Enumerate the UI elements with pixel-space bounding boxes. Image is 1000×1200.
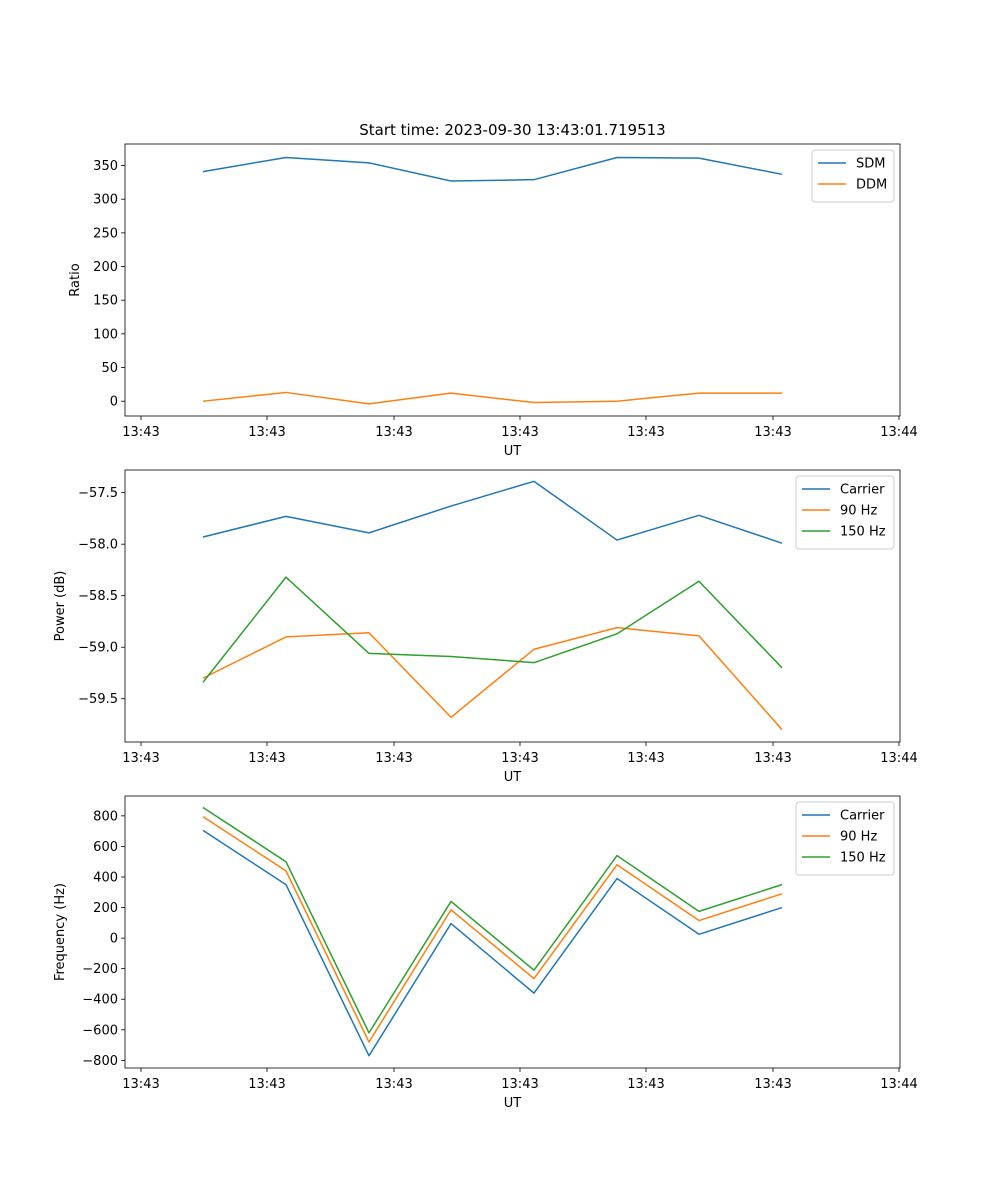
chart-panel-1: 13:43 13:43 13:43 13:43 13:43 13:43 13:44 0 50 10… bbox=[68, 121, 918, 459]
x-tick-label: 13:43 bbox=[501, 751, 538, 766]
y-tick-label: 800 bbox=[93, 809, 118, 824]
x-axis-label: UT bbox=[504, 1096, 522, 1111]
series-line-carrier bbox=[202, 480, 783, 544]
legend: Carrier 90 Hz 150 Hz bbox=[795, 801, 895, 876]
legend: SDM DDM bbox=[811, 149, 895, 203]
legend-label: 90 Hz bbox=[840, 504, 877, 519]
y-tick-label: 200 bbox=[93, 901, 118, 916]
x-tick-label: 13:44 bbox=[880, 1077, 917, 1092]
y-tick-label: −800 bbox=[82, 1054, 118, 1069]
y-axis-label: Ratio bbox=[68, 263, 83, 296]
x-tick-label: 13:43 bbox=[501, 425, 538, 440]
y-tick-label: −57.5 bbox=[78, 486, 118, 501]
x-tick-label: 13:43 bbox=[627, 425, 664, 440]
x-tick-label: 13:43 bbox=[501, 1077, 538, 1092]
y-axis-label: Power (dB) bbox=[53, 571, 68, 642]
legend-label: Carrier bbox=[840, 809, 885, 824]
y-tick-label: −600 bbox=[82, 1023, 118, 1038]
series-line-ddm bbox=[202, 391, 782, 405]
x-tick-label: 13:43 bbox=[122, 751, 159, 766]
y-tick-label: −58.5 bbox=[78, 589, 118, 604]
y-tick-label: 100 bbox=[93, 327, 118, 342]
chart-panel-3: 13:43 13:43 13:43 13:43 13:43 13:43 13:44 −800 −… bbox=[53, 795, 918, 1111]
x-tick-label: 13:44 bbox=[880, 425, 917, 440]
y-tick-label: −400 bbox=[82, 993, 118, 1008]
y-tick-label: 0 bbox=[110, 932, 118, 947]
axes-frame bbox=[124, 143, 901, 417]
y-tick-label: −200 bbox=[82, 962, 118, 977]
series-line-90-hz bbox=[202, 626, 783, 731]
y-tick-label: 250 bbox=[93, 226, 118, 241]
y-tick-label: 150 bbox=[93, 294, 118, 309]
y-tick-label: 400 bbox=[93, 870, 118, 885]
x-tick-label: 13:43 bbox=[627, 751, 664, 766]
x-axis-label: UT bbox=[504, 444, 522, 459]
x-tick-label: 13:43 bbox=[248, 1077, 285, 1092]
x-tick-label: 13:43 bbox=[248, 751, 285, 766]
y-tick-label: 600 bbox=[93, 840, 118, 855]
axes-frame bbox=[124, 469, 901, 743]
y-tick-label: −58.0 bbox=[78, 538, 118, 553]
x-tick-label: 13:43 bbox=[122, 1077, 159, 1092]
series-line-150-hz bbox=[202, 576, 783, 683]
y-tick-label: 50 bbox=[101, 361, 118, 376]
y-tick-label: 350 bbox=[93, 159, 118, 174]
x-tick-label: 13:43 bbox=[627, 1077, 664, 1092]
series-line-150-hz bbox=[202, 806, 783, 1034]
legend-label: 150 Hz bbox=[840, 525, 886, 540]
y-tick-label: −59.5 bbox=[78, 692, 118, 707]
x-axis-label: UT bbox=[504, 770, 522, 785]
legend-label: SDM bbox=[856, 157, 885, 172]
chart-panel-2: 13:43 13:43 13:43 13:43 13:43 13:43 13:44 −59.5… bbox=[53, 469, 918, 785]
legend-label: Carrier bbox=[840, 483, 885, 498]
x-tick-label: 13:43 bbox=[375, 751, 412, 766]
y-tick-label: 200 bbox=[93, 260, 118, 275]
x-tick-label: 13:43 bbox=[754, 751, 791, 766]
series-line-carrier bbox=[202, 829, 783, 1057]
legend-label: DDM bbox=[856, 178, 887, 193]
y-tick-label: 300 bbox=[93, 193, 118, 208]
y-tick-label: −59.0 bbox=[78, 641, 118, 656]
x-tick-label: 13:43 bbox=[122, 425, 159, 440]
x-tick-label: 13:43 bbox=[248, 425, 285, 440]
chart-title: Start time: 2023-09-30 13:43:01.719513 bbox=[359, 121, 665, 139]
axes-frame bbox=[124, 795, 901, 1069]
y-tick-label: 0 bbox=[110, 395, 118, 410]
x-tick-label: 13:43 bbox=[754, 425, 791, 440]
x-tick-label: 13:44 bbox=[880, 751, 917, 766]
x-tick-label: 13:43 bbox=[375, 425, 412, 440]
legend: Carrier 90 Hz 150 Hz bbox=[795, 475, 895, 550]
x-tick-label: 13:43 bbox=[375, 1077, 412, 1092]
y-axis-label: Frequency (Hz) bbox=[53, 883, 68, 981]
series-line-90-hz bbox=[202, 816, 783, 1043]
series-line-sdm bbox=[202, 156, 783, 182]
x-tick-label: 13:43 bbox=[754, 1077, 791, 1092]
legend-label: 150 Hz bbox=[840, 851, 886, 866]
legend-label: 90 Hz bbox=[840, 830, 877, 845]
